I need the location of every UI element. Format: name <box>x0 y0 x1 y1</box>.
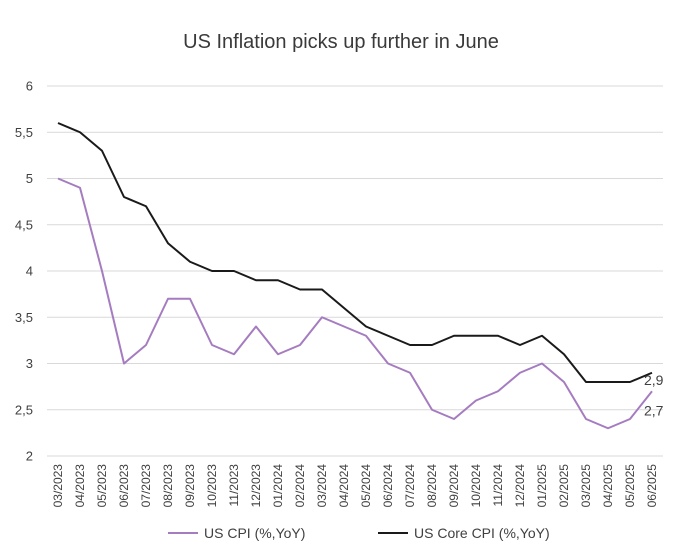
x-tick-label: 01/2024 <box>271 464 285 508</box>
x-tick-label: 11/2023 <box>227 464 241 507</box>
x-tick-label: 07/2024 <box>403 464 417 508</box>
y-axis: 2 2,5 3 3,5 4 4,5 5 5,5 6 <box>15 79 33 464</box>
x-tick-label: 01/2025 <box>535 464 549 508</box>
x-tick-label: 05/2023 <box>95 464 109 508</box>
y-tick-label: 5,5 <box>15 125 33 140</box>
y-tick-label: 5 <box>26 171 33 186</box>
x-tick-label: 08/2024 <box>425 464 439 508</box>
x-tick-label: 02/2025 <box>557 464 571 508</box>
chart-title: US Inflation picks up further in June <box>183 31 499 53</box>
legend-label: US CPI (%,YoY) <box>204 525 305 541</box>
series-line-us-cpi <box>57 177 653 430</box>
x-tick-label: 11/2024 <box>491 464 505 507</box>
legend-label: US Core CPI (%,YoY) <box>414 525 550 541</box>
x-tick-label: 06/2025 <box>645 464 659 508</box>
x-tick-label: 09/2024 <box>447 464 461 508</box>
x-tick-label: 12/2023 <box>249 464 263 508</box>
series-line-us-core-cpi <box>57 122 653 383</box>
x-tick-label: 06/2023 <box>117 464 131 508</box>
x-tick-label: 09/2023 <box>183 464 197 508</box>
end-labels: 2,7 2,9 <box>644 372 664 419</box>
y-tick-label: 4,5 <box>15 217 33 232</box>
x-axis: 03/2023 04/2023 05/2023 06/2023 07/2023 08/20… <box>51 464 659 508</box>
x-tick-label: 12/2024 <box>513 464 527 508</box>
x-tick-label: 05/2025 <box>623 464 637 508</box>
series-lines <box>57 122 653 430</box>
x-tick-label: 03/2024 <box>315 464 329 508</box>
y-tick-label: 4 <box>26 264 33 279</box>
legend: US CPI (%,YoY) US Core CPI (%,YoY) <box>168 525 550 541</box>
x-tick-label: 06/2024 <box>381 464 395 508</box>
x-tick-label: 03/2025 <box>579 464 593 508</box>
x-tick-label: 08/2023 <box>161 464 175 508</box>
y-tick-label: 6 <box>26 79 33 94</box>
y-tick-label: 2 <box>26 449 33 464</box>
end-label-us-cpi: 2,7 <box>644 402 664 418</box>
x-tick-label: 10/2023 <box>205 464 219 508</box>
x-tick-label: 02/2024 <box>293 464 307 508</box>
gridlines <box>47 85 663 457</box>
y-tick-label: 3,5 <box>15 310 33 325</box>
y-tick-label: 3 <box>26 356 33 371</box>
x-tick-label: 04/2023 <box>73 464 87 508</box>
y-tick-label: 2,5 <box>15 402 33 417</box>
x-tick-label: 07/2023 <box>139 464 153 508</box>
x-tick-label: 03/2023 <box>51 464 65 508</box>
end-label-us-core-cpi: 2,9 <box>644 372 664 388</box>
x-tick-label: 10/2024 <box>469 464 483 508</box>
x-tick-label: 04/2024 <box>337 464 351 508</box>
x-tick-label: 04/2025 <box>601 464 615 508</box>
x-tick-label: 05/2024 <box>359 464 373 508</box>
